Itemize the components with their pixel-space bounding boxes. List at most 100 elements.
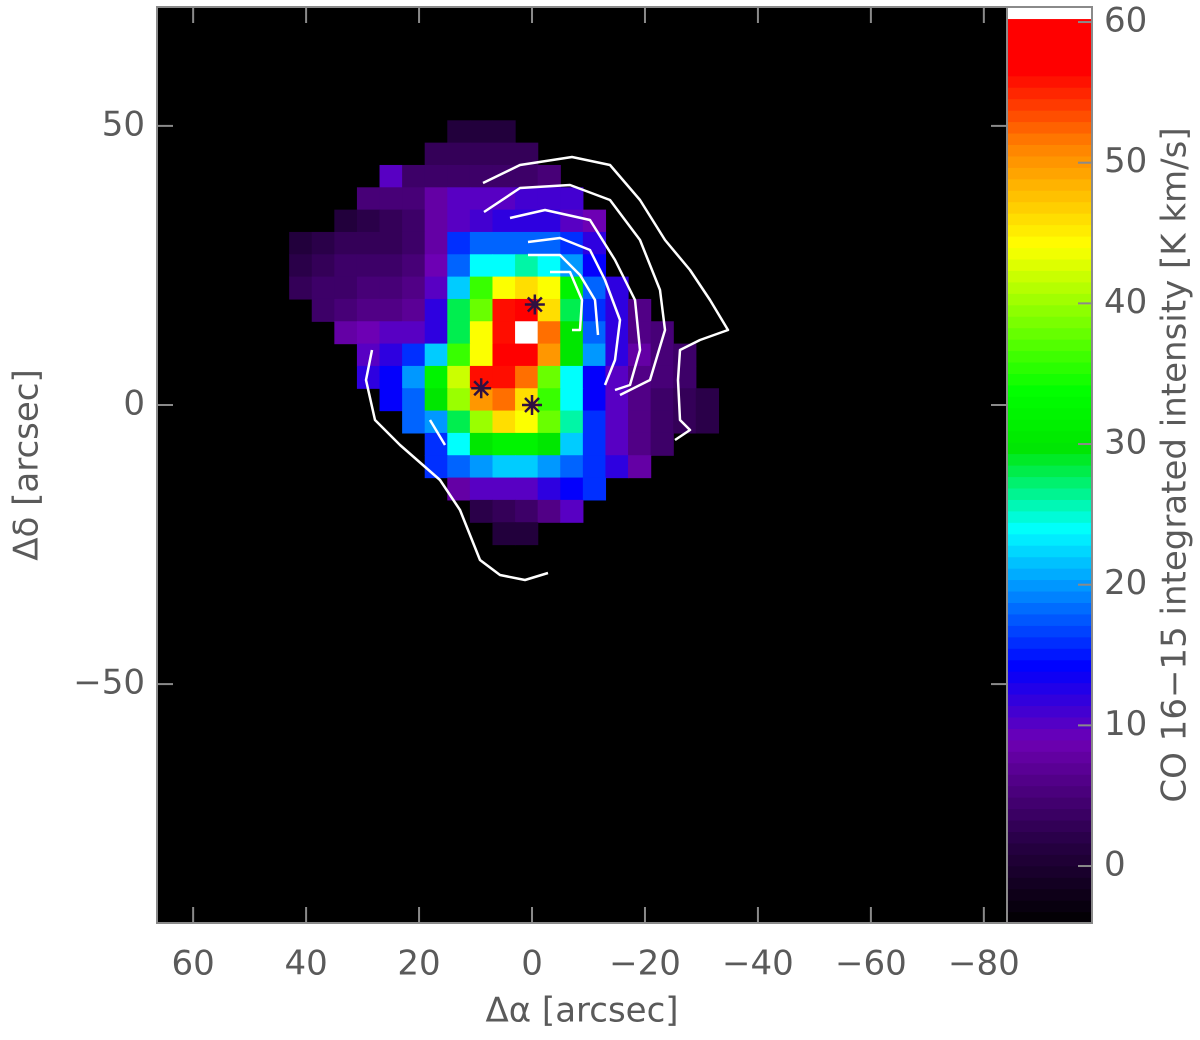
cell bbox=[402, 254, 426, 278]
cell bbox=[311, 231, 335, 255]
cell bbox=[605, 410, 629, 434]
colorbar-band bbox=[1007, 808, 1092, 821]
cell bbox=[582, 298, 607, 322]
cell bbox=[379, 209, 403, 233]
cell bbox=[424, 164, 448, 188]
cell bbox=[560, 343, 584, 367]
cell bbox=[356, 231, 381, 255]
cell bbox=[560, 321, 584, 345]
cell bbox=[334, 298, 358, 322]
cell bbox=[560, 499, 584, 523]
cell bbox=[560, 432, 584, 456]
cell bbox=[515, 231, 539, 255]
colorbar-band bbox=[1007, 510, 1092, 523]
cell bbox=[469, 321, 494, 345]
cell bbox=[628, 410, 652, 434]
contour bbox=[528, 253, 600, 336]
cell bbox=[469, 142, 494, 166]
cell bbox=[560, 477, 584, 501]
cell bbox=[469, 455, 494, 479]
colorbar-band bbox=[1007, 785, 1092, 798]
colorbar-band bbox=[1007, 121, 1092, 134]
cell bbox=[469, 187, 494, 211]
cell bbox=[515, 410, 539, 434]
cell bbox=[492, 343, 516, 367]
cell bbox=[582, 343, 607, 367]
colorbar-band bbox=[1007, 854, 1092, 867]
cell bbox=[492, 410, 516, 434]
cell bbox=[424, 388, 448, 412]
colorbar-tick-label: 60 bbox=[1104, 1, 1147, 41]
colorbar-band bbox=[1007, 7, 1092, 20]
cell bbox=[402, 388, 426, 412]
cell bbox=[424, 231, 448, 255]
colorbar-band bbox=[1007, 522, 1092, 535]
cell bbox=[628, 432, 652, 456]
marker bbox=[522, 394, 543, 415]
cell bbox=[447, 209, 471, 233]
colorbar-band bbox=[1007, 213, 1092, 226]
colorbar-band bbox=[1007, 568, 1092, 581]
contour bbox=[364, 349, 549, 582]
cell bbox=[334, 276, 358, 300]
colorbar-band bbox=[1007, 762, 1092, 775]
colorbar-frame bbox=[1006, 6, 1093, 924]
colorbar-band bbox=[1007, 499, 1092, 512]
cell bbox=[650, 432, 674, 456]
cell bbox=[447, 187, 471, 211]
cell bbox=[673, 365, 697, 389]
cell bbox=[492, 120, 516, 144]
cell bbox=[469, 120, 494, 144]
colorbar-band bbox=[1007, 407, 1092, 420]
colorbar-band bbox=[1007, 739, 1092, 752]
cell bbox=[537, 388, 561, 412]
cell bbox=[424, 365, 448, 389]
colorbar-band bbox=[1007, 728, 1092, 741]
colorbar-tick-label: 10 bbox=[1104, 704, 1147, 744]
contour bbox=[483, 183, 667, 397]
cell bbox=[424, 343, 448, 367]
cell bbox=[447, 365, 471, 389]
cell bbox=[537, 477, 561, 501]
cell bbox=[379, 365, 403, 389]
contour bbox=[482, 155, 730, 442]
cell bbox=[537, 432, 561, 456]
cell bbox=[515, 432, 539, 456]
colorbar-band bbox=[1007, 190, 1092, 203]
colorbar-band bbox=[1007, 350, 1092, 363]
cell bbox=[447, 164, 471, 188]
colorbar-band bbox=[1007, 64, 1092, 77]
cell bbox=[469, 209, 494, 233]
colorbar-band bbox=[1007, 373, 1092, 386]
cell bbox=[605, 321, 629, 345]
colorbar-band bbox=[1007, 625, 1092, 638]
colorbar-band bbox=[1007, 774, 1092, 787]
cell bbox=[492, 388, 516, 412]
cell bbox=[379, 343, 403, 367]
cell bbox=[605, 343, 629, 367]
y-tick-label: 50 bbox=[102, 104, 145, 144]
cell bbox=[582, 410, 607, 434]
cell bbox=[560, 187, 584, 211]
cell bbox=[650, 410, 674, 434]
colorbar-band bbox=[1007, 132, 1092, 145]
colorbar-band bbox=[1007, 911, 1092, 924]
cell bbox=[582, 477, 607, 501]
cell bbox=[537, 321, 561, 345]
cell bbox=[402, 410, 426, 434]
x-tick-label: −80 bbox=[948, 944, 1020, 984]
x-tick-label: −40 bbox=[722, 944, 794, 984]
colorbar-band bbox=[1007, 877, 1092, 890]
cell bbox=[402, 209, 426, 233]
colorbar-band bbox=[1007, 178, 1092, 191]
cell bbox=[582, 432, 607, 456]
colorbar-band bbox=[1007, 144, 1092, 157]
cell bbox=[492, 298, 516, 322]
cell bbox=[515, 522, 539, 546]
cell bbox=[537, 365, 561, 389]
cell bbox=[334, 254, 358, 278]
cell bbox=[402, 276, 426, 300]
colorbar-band bbox=[1007, 110, 1092, 123]
cell bbox=[628, 321, 652, 345]
cell bbox=[515, 455, 539, 479]
